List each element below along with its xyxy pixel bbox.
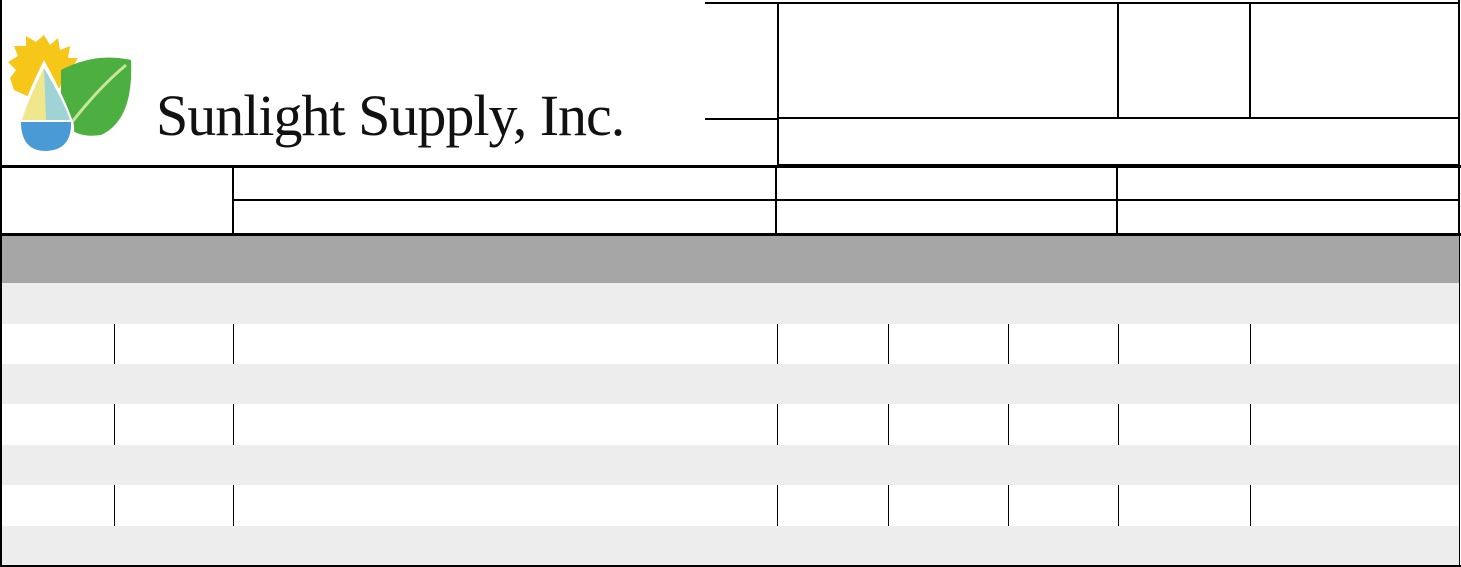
info-field-4[interactable] xyxy=(234,201,777,234)
info-label-cell xyxy=(2,168,234,234)
section-header-band xyxy=(2,236,1459,283)
table-row[interactable] xyxy=(2,485,1459,527)
header-field-rev[interactable] xyxy=(1119,2,1251,118)
info-field-3[interactable] xyxy=(1118,168,1459,201)
shaded-row xyxy=(2,445,1459,486)
table-row[interactable] xyxy=(2,324,1459,365)
header-field-description[interactable] xyxy=(777,117,1459,166)
logo-wordmark: Sunlight Supply, Inc. xyxy=(156,83,625,148)
sun-drop-leaf-logo-icon xyxy=(8,35,132,155)
info-field-2[interactable] xyxy=(777,168,1118,201)
shaded-row xyxy=(2,283,1459,325)
company-logo: Sunlight Supply, Inc. xyxy=(6,30,706,160)
header-field-title[interactable] xyxy=(777,2,1119,118)
info-field-5[interactable] xyxy=(777,201,1118,234)
info-field-6[interactable] xyxy=(1118,201,1459,234)
table-row[interactable] xyxy=(2,404,1459,446)
info-field-1[interactable] xyxy=(234,168,777,201)
shaded-row xyxy=(2,364,1459,405)
shaded-row xyxy=(2,526,1459,565)
header-field-date[interactable] xyxy=(1251,2,1459,118)
